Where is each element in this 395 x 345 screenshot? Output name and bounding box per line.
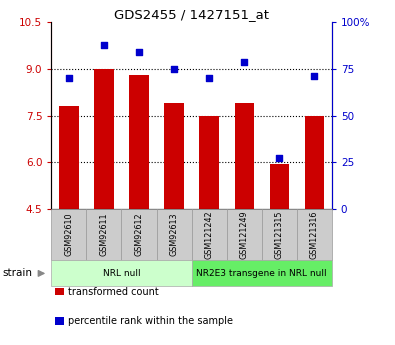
Point xyxy=(311,74,318,79)
Text: GSM92610: GSM92610 xyxy=(64,213,73,256)
Bar xyxy=(156,209,192,260)
Bar xyxy=(129,75,149,209)
Bar xyxy=(87,209,122,260)
Point xyxy=(276,156,282,161)
Text: GSM121315: GSM121315 xyxy=(275,210,284,259)
Bar xyxy=(51,209,87,260)
Text: percentile rank within the sample: percentile rank within the sample xyxy=(68,316,233,326)
Bar xyxy=(227,209,261,260)
Bar xyxy=(305,116,324,209)
Text: GSM121242: GSM121242 xyxy=(205,210,214,259)
Text: GSM92613: GSM92613 xyxy=(169,213,179,256)
Text: NRL null: NRL null xyxy=(103,269,140,278)
Bar xyxy=(192,260,332,286)
Text: strain: strain xyxy=(2,268,32,278)
Point xyxy=(136,49,142,55)
Point xyxy=(66,76,72,81)
Title: GDS2455 / 1427151_at: GDS2455 / 1427151_at xyxy=(114,8,269,21)
Point xyxy=(241,59,247,64)
Bar xyxy=(192,209,227,260)
Point xyxy=(171,66,177,72)
Bar xyxy=(164,103,184,209)
Bar xyxy=(261,209,297,260)
Text: GSM92611: GSM92611 xyxy=(100,213,109,256)
Bar xyxy=(269,164,289,209)
Bar xyxy=(235,103,254,209)
Point xyxy=(206,76,212,81)
Point xyxy=(101,42,107,48)
Bar xyxy=(59,106,79,209)
Text: transformed count: transformed count xyxy=(68,287,159,296)
Bar xyxy=(94,69,114,209)
Bar xyxy=(55,288,64,295)
Bar xyxy=(51,260,192,286)
Bar xyxy=(55,317,64,325)
Text: GSM121249: GSM121249 xyxy=(240,210,249,259)
Text: GSM121316: GSM121316 xyxy=(310,210,319,259)
Bar xyxy=(122,209,156,260)
Text: GSM92612: GSM92612 xyxy=(134,213,143,256)
Bar xyxy=(297,209,332,260)
Text: NR2E3 transgene in NRL null: NR2E3 transgene in NRL null xyxy=(196,269,327,278)
Bar xyxy=(199,116,219,209)
